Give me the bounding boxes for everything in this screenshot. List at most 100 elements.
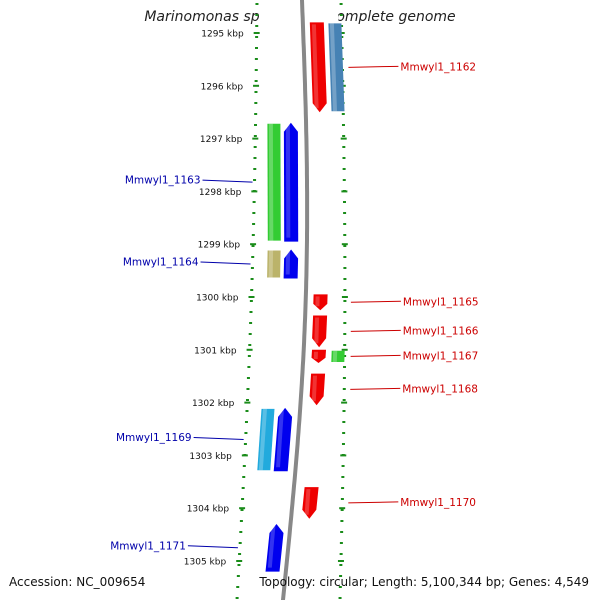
ruler-tick <box>244 401 251 404</box>
ruler-tick <box>251 190 258 193</box>
cds-arrow <box>265 524 284 572</box>
ruler-tick-label: 1302 kbp <box>192 399 235 409</box>
cds-arrow-highlight <box>285 124 291 238</box>
ruler-dot <box>249 311 253 313</box>
ruler-dot <box>340 531 344 533</box>
cds-arrow-highlight <box>311 24 319 109</box>
ruler-dot <box>342 168 346 170</box>
genome-axis-line <box>281 0 310 600</box>
ruler-dot <box>343 333 347 335</box>
cds-arrow-highlight <box>313 351 318 359</box>
ruler-dot <box>342 377 346 379</box>
ruler-dot <box>338 586 342 588</box>
cds-arrow-highlight <box>315 296 320 307</box>
ruler-dot <box>250 267 254 269</box>
ruler-dot <box>254 113 258 115</box>
ruler-tick-label: 1299 kbp <box>198 241 241 251</box>
cds-arrow <box>312 315 328 348</box>
ruler-dot <box>247 355 251 357</box>
ruler-dot <box>338 597 342 599</box>
ruler-dot <box>238 553 242 555</box>
gene-bar <box>328 23 345 112</box>
gene-label[interactable]: Mmwyl1_1170 <box>400 497 476 509</box>
gene-bar <box>257 408 275 471</box>
ruler-dot <box>246 388 250 390</box>
gene-label[interactable]: Mmwyl1_1166 <box>403 325 479 337</box>
ruler-dot <box>341 487 345 489</box>
cds-arrow <box>273 407 293 472</box>
ruler-dot <box>248 333 252 335</box>
ruler-dot <box>342 399 346 401</box>
ruler-tick <box>248 296 255 298</box>
cds-arrow-highlight <box>276 409 284 468</box>
ruler-dot <box>342 157 346 159</box>
ruler-dot <box>342 410 346 412</box>
ruler-dot <box>242 465 246 467</box>
ruler-dot <box>341 465 345 467</box>
ruler-dot <box>339 564 343 566</box>
cds-arrow-highlight <box>311 375 317 402</box>
ruler-dot <box>343 234 347 236</box>
ruler-dot <box>342 388 346 390</box>
ruler-dot <box>254 124 258 126</box>
ruler-dot <box>342 135 346 137</box>
ruler-dot <box>342 421 346 423</box>
ruler-dot <box>239 531 243 533</box>
cds-arrow <box>311 349 326 363</box>
gene-leader-line <box>350 387 401 390</box>
ruler-dot <box>250 278 254 280</box>
ruler-dot <box>255 36 259 38</box>
ruler-tick <box>341 296 348 298</box>
gene-bar-highlight <box>329 23 337 112</box>
ruler-dot <box>249 322 253 324</box>
ruler-dot <box>340 509 344 511</box>
gene-label[interactable]: Mmwyl1_1165 <box>403 296 479 308</box>
ruler-tick-label: 1304 kbp <box>187 505 230 515</box>
ruler-dot <box>340 25 344 27</box>
ruler-tick <box>341 348 348 351</box>
cds-arrow <box>313 294 328 311</box>
ruler-dot <box>243 443 247 445</box>
gene-label[interactable]: Mmwyl1_1167 <box>403 350 479 362</box>
gene-label[interactable]: Mmwyl1_1164 <box>123 257 199 269</box>
ruler-dot <box>247 366 251 368</box>
ruler-dot <box>343 278 347 280</box>
ruler-tick-label: 1303 kbp <box>189 452 232 462</box>
ruler-dot <box>236 575 240 577</box>
ruler-dot <box>342 146 346 148</box>
cds-arrow-highlight <box>285 251 291 275</box>
ruler-dot <box>343 322 347 324</box>
ruler-tick <box>340 454 347 457</box>
accession-label: Accession: NC_009654 <box>9 575 146 589</box>
gene-label[interactable]: Mmwyl1_1162 <box>400 61 476 73</box>
gene-leader-line <box>350 300 401 303</box>
ruler-tick-label: 1305 kbp <box>184 558 227 568</box>
ruler-tick <box>337 560 344 562</box>
ruler-dot <box>342 179 346 181</box>
gene-label[interactable]: Mmwyl1_1168 <box>402 383 478 395</box>
ruler-tick <box>250 243 257 246</box>
ruler-dot <box>246 377 250 379</box>
ruler-tick <box>246 348 253 351</box>
ruler-dot <box>244 421 248 423</box>
ruler-dot <box>343 256 347 258</box>
ruler-tick <box>252 137 259 140</box>
gene-leader-line <box>200 261 251 265</box>
ruler-tick-label: 1296 kbp <box>201 82 244 92</box>
gene-label[interactable]: Mmwyl1_1171 <box>110 540 186 552</box>
ruler-dot <box>341 113 345 115</box>
ruler-dot <box>342 432 346 434</box>
ruler-tick-label: 1295 kbp <box>201 30 244 40</box>
ruler-dot <box>343 355 347 357</box>
gene-label[interactable]: Mmwyl1_1169 <box>116 432 192 444</box>
gene-label[interactable]: Mmwyl1_1163 <box>125 175 201 187</box>
ruler-dot <box>254 58 258 60</box>
ruler-dot <box>238 542 242 544</box>
ruler-dot <box>253 157 257 159</box>
cds-arrow-highlight <box>304 489 311 515</box>
ruler-dot <box>254 91 258 93</box>
ruler-tick-label: 1301 kbp <box>194 346 237 356</box>
ruler-dot <box>248 344 252 346</box>
ruler-dot <box>340 498 344 500</box>
